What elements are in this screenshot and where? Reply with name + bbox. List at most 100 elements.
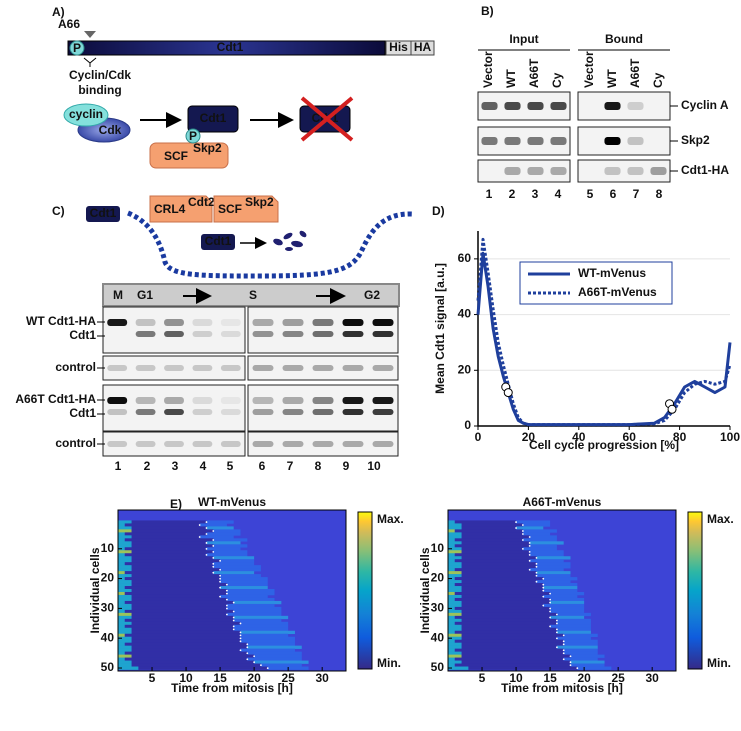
heat-cell xyxy=(118,538,125,542)
heat-cell xyxy=(206,553,248,557)
band xyxy=(372,397,394,404)
crl4-sup: Cdt2 xyxy=(188,195,215,209)
heat-cell xyxy=(206,532,241,536)
heat-cell xyxy=(247,642,295,646)
transition-dot xyxy=(198,524,201,526)
heat-cell xyxy=(448,651,462,655)
fragment xyxy=(291,240,303,248)
band xyxy=(372,331,394,337)
lane-label: A66T xyxy=(628,58,642,88)
heat-cell xyxy=(522,523,551,527)
heat-cell xyxy=(118,541,132,545)
heat-cell xyxy=(461,562,537,566)
row-label: Cyclin A xyxy=(681,98,729,112)
panel-label: B) xyxy=(481,4,494,18)
heat-cell xyxy=(131,526,207,530)
heat-cell xyxy=(131,594,221,599)
transition-dot xyxy=(542,589,545,592)
heat-cell xyxy=(131,550,214,554)
transition-dot xyxy=(212,539,215,541)
transition-dot xyxy=(528,559,531,562)
x-tick-label: 5 xyxy=(149,671,156,685)
heat-cell xyxy=(233,624,289,629)
heat-cell xyxy=(124,609,234,614)
heat-cell xyxy=(131,597,227,602)
heat-cell xyxy=(461,636,557,640)
transition-dot xyxy=(569,655,572,658)
heat-cell xyxy=(448,609,462,614)
heat-cell xyxy=(563,657,598,661)
transition-dot xyxy=(542,595,545,598)
transition-dot xyxy=(549,601,551,604)
row-label: Cdt1 xyxy=(69,406,96,420)
heat-cell xyxy=(131,660,255,664)
transition-dot xyxy=(542,577,545,580)
cdt1-label: Cdt1 xyxy=(205,234,232,248)
transition-dot xyxy=(219,559,221,562)
band xyxy=(282,409,304,415)
heat-cell xyxy=(118,535,132,539)
x-axis-label: Time from mitosis [h] xyxy=(501,681,623,695)
band xyxy=(627,167,644,175)
band xyxy=(220,319,241,326)
heat-cell xyxy=(199,523,227,527)
binding-bracket xyxy=(83,57,97,67)
heat-cell xyxy=(118,648,132,652)
transition-dot xyxy=(542,604,545,607)
band xyxy=(192,331,213,337)
heat-cell xyxy=(454,520,517,524)
row-label: Cdt1-HA xyxy=(681,163,729,177)
transition-dot xyxy=(205,527,208,529)
heat-cell xyxy=(448,574,462,578)
heat-cell xyxy=(448,583,455,587)
transition-dot xyxy=(521,548,524,550)
y-tick-label: 0 xyxy=(464,418,471,432)
transition-dot xyxy=(515,521,517,523)
heat-cell xyxy=(536,565,571,569)
y-tick-label: 20 xyxy=(101,571,115,585)
transition-dot xyxy=(225,598,228,601)
band xyxy=(252,365,274,371)
heat-cell xyxy=(454,597,551,602)
heat-cell xyxy=(206,547,241,551)
heat-cell xyxy=(247,645,302,649)
heat-cell xyxy=(454,544,530,548)
heat-cell xyxy=(131,541,207,545)
heat-cell xyxy=(118,630,132,635)
heat-cell xyxy=(550,606,585,611)
band xyxy=(312,365,334,371)
colorbar xyxy=(357,511,373,670)
colorbar-label: Min. xyxy=(707,656,731,670)
heat-cell xyxy=(124,547,207,551)
heat-cell xyxy=(556,630,591,635)
heat-cell xyxy=(454,559,530,563)
degradation-curve xyxy=(126,210,413,279)
protein-bar xyxy=(67,40,386,56)
heat-cell xyxy=(461,624,551,629)
transition-dot xyxy=(239,634,242,637)
heat-cell xyxy=(461,526,517,530)
band xyxy=(282,441,304,447)
transition-dot xyxy=(521,524,524,526)
transition-dot xyxy=(232,619,235,622)
colorbar-label: Max. xyxy=(707,512,734,526)
lane-number: 2 xyxy=(509,187,516,201)
transition-dot xyxy=(246,643,249,646)
protein-label: Cdt1 xyxy=(217,40,244,54)
cyclin-label: cyclin xyxy=(69,107,103,121)
scf-sup: Skp2 xyxy=(193,141,222,155)
y-tick-label: 40 xyxy=(458,307,472,321)
site-marker xyxy=(84,31,96,38)
heat-cell xyxy=(118,589,132,593)
heat-cell xyxy=(556,636,591,640)
heat-cell xyxy=(448,663,455,667)
transition-dot xyxy=(515,527,517,529)
transition-dot xyxy=(535,580,538,583)
lane-number: 8 xyxy=(315,459,322,473)
heat-cell xyxy=(570,663,605,667)
lane-label: Vector xyxy=(481,51,495,88)
blot xyxy=(477,159,571,183)
transition-dot xyxy=(569,661,572,664)
band xyxy=(342,441,364,447)
heat-cell xyxy=(124,657,248,661)
